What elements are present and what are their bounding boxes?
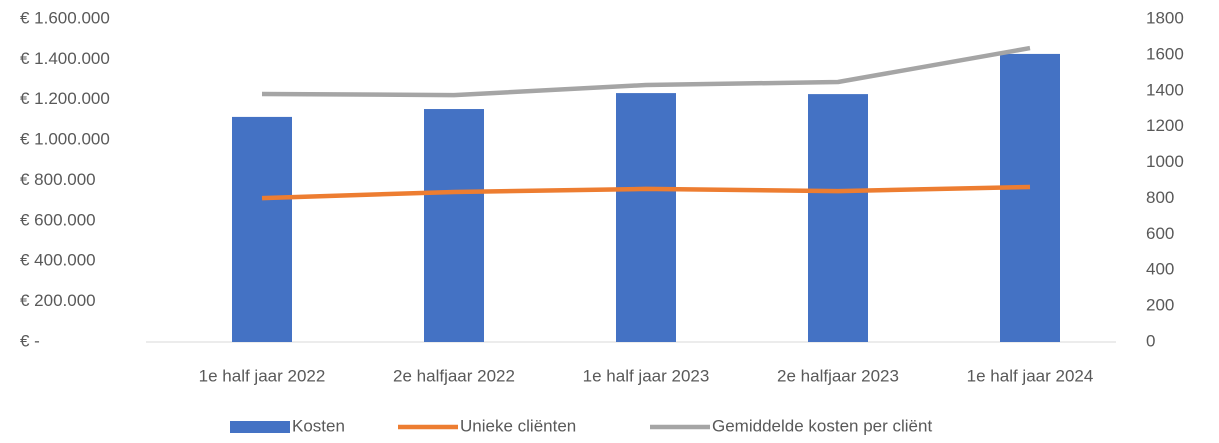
y-tick-label: € 1.400.000 <box>20 49 110 68</box>
y2-tick-label: 200 <box>1146 296 1174 315</box>
line <box>261 184 1031 201</box>
y2-tick-label: 1800 <box>1146 8 1184 27</box>
y-tick-label: € 800.000 <box>20 170 96 189</box>
legend-label: Unieke cliënten <box>460 416 576 435</box>
y2-tick-label: 1600 <box>1146 44 1184 63</box>
line <box>261 45 1031 98</box>
legend-label: Kosten <box>292 416 345 435</box>
y-tick-label: € 200.000 <box>20 291 96 310</box>
bar <box>424 109 484 342</box>
bar <box>616 93 676 342</box>
y-tick-label: € 1.600.000 <box>20 8 110 27</box>
y-tick-label: € 1.000.000 <box>20 130 110 149</box>
y-tick-label: € 1.200.000 <box>20 89 110 108</box>
x-tick-label: 1e half jaar 2023 <box>583 366 710 385</box>
legend-swatch <box>230 421 290 433</box>
y2-tick-label: 1400 <box>1146 80 1184 99</box>
bar <box>1000 53 1060 342</box>
y2-tick-label: 800 <box>1146 188 1174 207</box>
x-tick-label: 1e half jaar 2022 <box>199 366 326 385</box>
bar <box>232 116 292 342</box>
x-tick-label: 2e halfjaar 2022 <box>393 366 515 385</box>
y-tick-label: € - <box>20 331 40 350</box>
bar <box>808 94 868 342</box>
x-tick-label: 1e half jaar 2024 <box>967 366 1094 385</box>
y2-tick-label: 400 <box>1146 260 1174 279</box>
y-tick-label: € 400.000 <box>20 251 96 270</box>
x-tick-label: 2e halfjaar 2023 <box>777 366 899 385</box>
y2-tick-label: 0 <box>1146 331 1155 350</box>
y2-tick-label: 1000 <box>1146 152 1184 171</box>
y2-tick-label: 600 <box>1146 224 1174 243</box>
y2-tick-label: 1200 <box>1146 116 1184 135</box>
y-tick-label: € 600.000 <box>20 210 96 229</box>
legend-label: Gemiddelde kosten per cliënt <box>712 416 932 435</box>
